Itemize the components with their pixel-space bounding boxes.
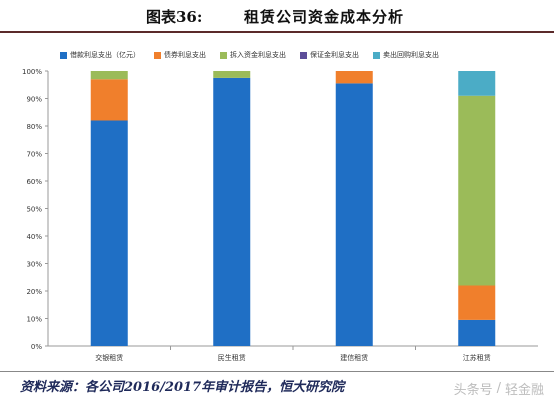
x-tick-label: 民生租赁 xyxy=(218,353,246,362)
legend-swatch xyxy=(300,51,307,59)
y-tick-label: 80% xyxy=(26,123,42,131)
footer-rule xyxy=(0,371,554,372)
header-rule xyxy=(0,31,554,33)
x-tick-label: 建信租赁 xyxy=(340,353,368,362)
bar-segment xyxy=(213,71,251,78)
watermark-left: 头条号 xyxy=(453,383,493,398)
legend-swatch xyxy=(60,51,67,59)
y-tick-label: 0% xyxy=(31,343,42,351)
bar-segment xyxy=(90,79,128,121)
watermark: 头条号 / 轻金融 xyxy=(454,379,544,398)
bar-segment xyxy=(458,95,496,286)
y-tick-label: 70% xyxy=(26,151,42,159)
source-note: 资料来源：各公司2016/2017年审计报告，恒大研究院 xyxy=(20,380,345,395)
bar-segment xyxy=(335,71,373,84)
figure-title: 租赁公司资金成本分析 xyxy=(244,8,405,26)
y-tick-label: 90% xyxy=(26,96,42,104)
legend-item: 债券利息支出 xyxy=(154,50,206,60)
legend-swatch xyxy=(220,51,227,59)
bar-segment xyxy=(458,285,496,320)
y-tick-label: 100% xyxy=(22,68,42,76)
legend-label: 债券利息支出 xyxy=(164,51,206,59)
legend-item: 拆入资金利息支出 xyxy=(220,50,286,60)
x-tick-label: 交银租赁 xyxy=(95,353,123,362)
y-tick-label: 20% xyxy=(26,288,42,296)
figure-label: 图表36: xyxy=(146,8,203,26)
legend-label: 借款利息支出（亿元） xyxy=(70,51,140,59)
legend-item: 借款利息支出（亿元） xyxy=(60,50,140,60)
x-tick-label: 江苏租赁 xyxy=(463,353,491,362)
legend-label: 拆入资金利息支出 xyxy=(230,51,286,59)
y-tick-label: 10% xyxy=(26,316,42,324)
figure-header: 图表36: 租赁公司资金成本分析 xyxy=(0,0,554,30)
bar-segment xyxy=(90,71,128,80)
legend-item: 保证金利息支出 xyxy=(300,50,359,60)
legend-label: 卖出回购利息支出 xyxy=(383,51,439,59)
legend-swatch xyxy=(154,51,161,59)
watermark-right: 轻金融 xyxy=(504,383,544,398)
chart-plot: 0% 10% 20% 30% 40% 50% 60% 70% 80% 90% 100% 交银租赁 民生租… xyxy=(22,68,538,362)
y-tick-label: 30% xyxy=(26,261,42,269)
legend-label: 保证金利息支出 xyxy=(310,51,359,59)
chart: 借款利息支出（亿元） 债券利息支出 拆入资金利息支出 保证金利息支出 卖出回购利息支出 … xyxy=(0,34,554,370)
y-tick-label: 60% xyxy=(26,178,42,186)
y-tick-label: 40% xyxy=(26,233,42,241)
bar-segment xyxy=(458,71,496,96)
legend-item: 卖出回购利息支出 xyxy=(373,50,439,60)
watermark-separator: / xyxy=(496,381,501,396)
bar-segment xyxy=(458,319,496,346)
legend-swatch xyxy=(373,51,380,59)
y-tick-label: 50% xyxy=(26,206,42,214)
bar-segment xyxy=(335,83,373,346)
chart-legend: 借款利息支出（亿元） 债券利息支出 拆入资金利息支出 保证金利息支出 卖出回购利息支出 xyxy=(60,48,530,62)
bar-segment xyxy=(213,77,251,346)
bar-segment xyxy=(90,120,128,346)
